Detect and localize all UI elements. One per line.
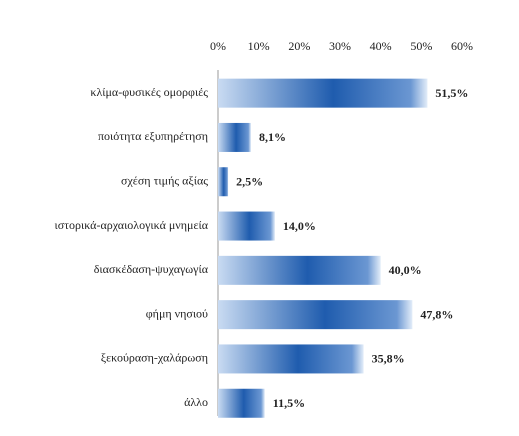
y-tick-label: σχέση τιμής αξίας [121,174,208,188]
bar [218,211,275,241]
y-tick-label: ξεκούραση-χαλάρωση [101,351,208,365]
value-label: 14,0% [283,219,316,233]
x-tick-label: 10% [248,39,270,53]
y-tick-label: διασκέδαση-ψυχαγωγία [94,262,209,276]
value-label: 35,8% [372,352,405,366]
x-tick-label: 50% [410,39,432,53]
y-tick-label: άλλο [184,395,208,409]
x-tick-label: 60% [451,39,473,53]
y-tick-label: ποιότητα εξυπηρέτηση [98,129,208,143]
value-label: 40,0% [389,263,422,277]
bar [218,300,413,330]
bar [218,388,265,418]
x-tick-label: 40% [370,39,392,53]
y-tick-label: ιστορικά-αρχαιολογικά μνημεία [54,218,208,232]
bar [218,344,364,374]
bar [218,255,381,285]
y-tick-label: κλίμα-φυσικές ομορφιές [90,85,208,99]
bar [218,78,428,108]
value-label: 2,5% [236,175,263,189]
bar [218,167,229,197]
value-label: 47,8% [420,307,453,321]
value-label: 8,1% [259,130,286,144]
value-label: 11,5% [273,396,305,410]
x-tick-label: 0% [210,39,226,53]
x-tick-label: 30% [329,39,351,53]
x-tick-label: 20% [288,39,310,53]
bar [218,122,251,152]
y-tick-label: φήμη νησιού [146,306,208,320]
value-label: 51,5% [435,86,468,100]
